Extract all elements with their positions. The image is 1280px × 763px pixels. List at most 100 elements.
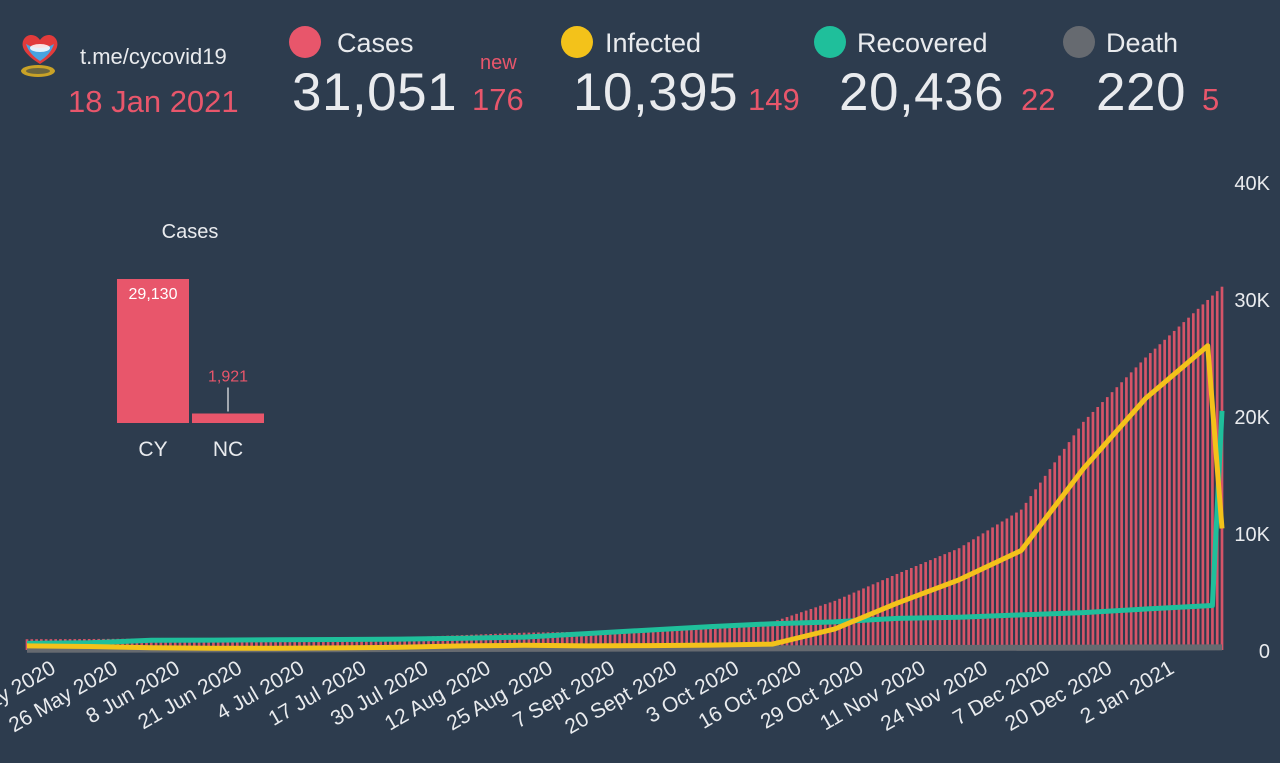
cases-bar [962,545,966,650]
cases-bar [417,636,421,650]
y-tick-label: 20K [1234,407,1270,429]
recovered-legend-dot [814,26,846,58]
cases-bar [580,631,583,650]
cases-bar [360,637,363,650]
cases-bar [188,638,191,650]
cases-bar [130,638,134,650]
cases-bar [833,600,837,650]
cases-bar [584,631,588,650]
cases-bar [331,637,335,650]
y-axis: 0 10K 20K 30K 40K [1234,173,1270,663]
cases-bar [1005,518,1009,650]
cases-bar [1086,416,1090,650]
cases-bar [823,604,827,650]
cases-bar [704,627,708,650]
cases-bar [1015,512,1018,650]
cases-bar [255,638,258,650]
cases-bar [728,625,731,650]
cases-bar [675,628,679,650]
cases-bar [279,638,282,650]
cases-bar [561,632,564,650]
cases-bar [298,638,301,650]
cases-bar [384,637,387,650]
death-label: Death [1106,28,1179,58]
cases-bar [140,638,144,650]
cases-bar [1191,313,1195,650]
cases-bar [713,626,717,650]
cases-bar [470,634,473,650]
cases-bar [317,638,320,650]
cases-bar [240,638,244,650]
cases-bar [776,620,779,650]
cases-bar [522,632,526,650]
death-legend-dot [1063,26,1095,58]
cases-bar [747,623,751,650]
cases-bar [1153,348,1157,650]
cases-bar [1062,448,1066,650]
cases-bar [455,635,459,650]
recovered-label: Recovered [857,28,988,58]
cases-bar [1048,469,1052,650]
cases-bar [914,566,918,650]
cases-bar [126,638,129,650]
recovered-line [26,410,1225,646]
cases-bar [785,617,789,650]
cases-bar [1091,411,1095,650]
cases-bar [427,636,430,650]
cases-bar [757,623,760,650]
cases-bar [733,625,736,650]
cases-bar [422,636,426,650]
cases-bar [1039,482,1042,650]
cases-bar [365,637,368,650]
cases-bar [178,638,182,650]
cases-bar [245,638,249,650]
cases-bar [1206,299,1209,650]
y-tick-label: 10K [1234,524,1270,546]
cases-bar [1139,362,1143,650]
cases-bar [1187,317,1190,650]
cases-bar [575,631,579,650]
new-label: new [480,52,517,74]
cases-bar [1072,435,1076,650]
cases-bar [694,627,698,650]
cases-bar [795,613,798,650]
cases-bar [269,638,273,650]
cases-bar [718,626,722,651]
cases-bars [25,286,1224,651]
cases-bar [1115,387,1119,650]
cases-bar [412,636,416,650]
cases-bar [570,631,574,650]
cases-bar [761,622,765,650]
cases-bar [1053,462,1057,650]
cases-bar [202,638,206,650]
infected-line [26,343,1225,651]
cases-bar [771,621,775,650]
cases-bar [154,638,158,650]
cases-bar [895,573,899,650]
cases-bar [565,632,569,650]
cases-bar [594,631,598,650]
series-lines [26,343,1225,653]
cases-bar [1082,421,1085,650]
cases-bar [116,638,120,650]
cases-bar [952,550,956,650]
cases-bar [1220,286,1224,650]
report-date: 18 Jan 2021 [68,84,239,119]
cases-bar [1182,322,1186,650]
cases-bar [909,568,913,650]
cases-bar [948,552,951,650]
cases-bar [283,638,287,650]
cases-bar [541,632,545,650]
y-tick-label: 40K [1234,173,1270,195]
cases-bar [1096,407,1100,650]
cases-bar [173,638,177,650]
cases-bar [25,639,29,650]
channel-link[interactable]: t.me/cycovid19 [80,44,227,69]
cases-bar [259,638,263,650]
cases-bar [212,638,215,650]
infected-legend-dot [561,26,593,58]
cases-bar [1000,521,1004,650]
cases-bar [235,638,239,650]
cases-bar [1163,339,1166,650]
